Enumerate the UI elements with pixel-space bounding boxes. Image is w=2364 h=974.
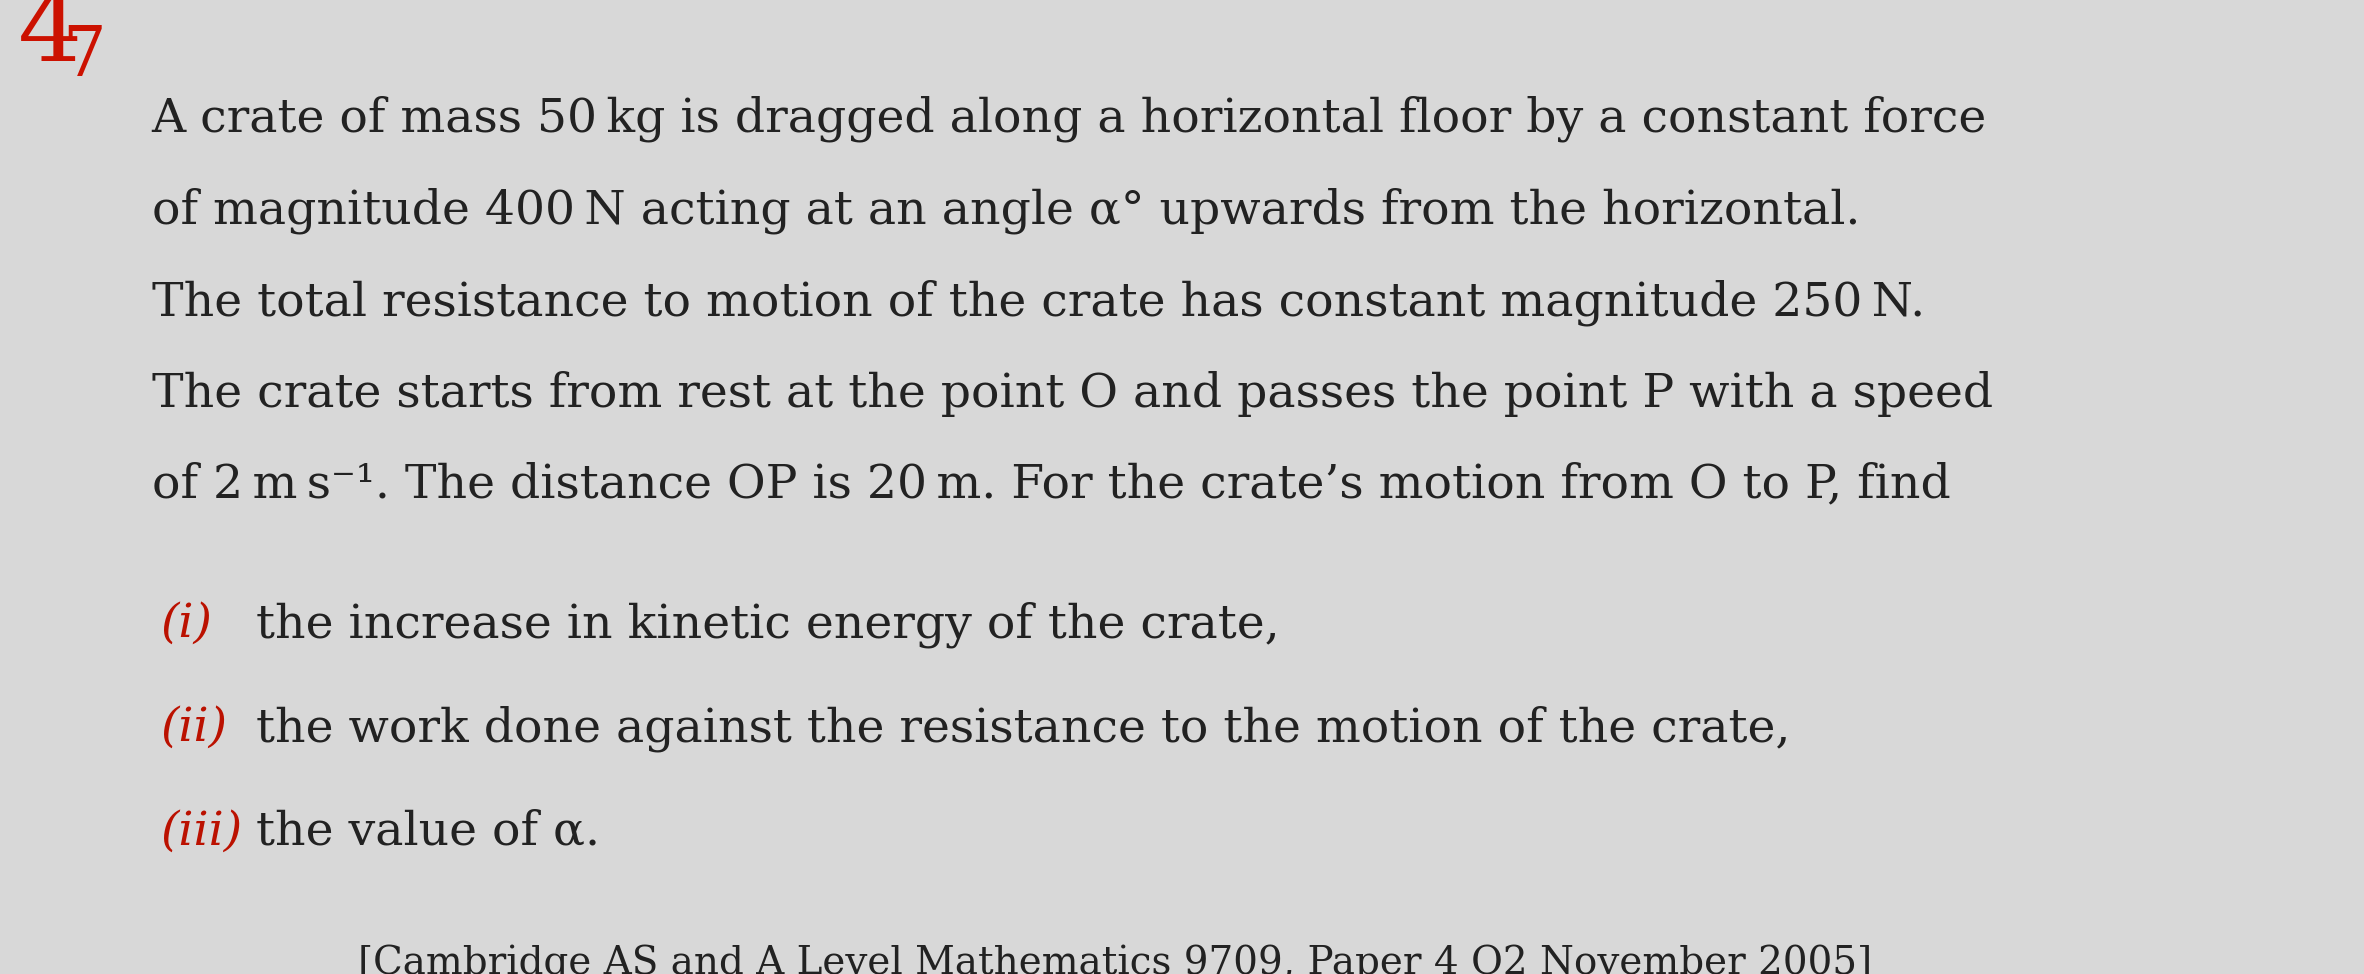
Text: (ii): (ii) [161,705,227,751]
Text: The total resistance to motion of the crate has constant magnitude 250 N.: The total resistance to motion of the cr… [151,279,1924,325]
Text: (i): (i) [161,602,213,647]
Text: the value of α.: the value of α. [258,809,600,854]
Text: of 2 m s⁻¹. The distance OP is 20 m. For the crate’s motion from O to P, find: of 2 m s⁻¹. The distance OP is 20 m. For… [151,463,1950,507]
Text: A crate of mass 50 kg is dragged along a horizontal floor by a constant force: A crate of mass 50 kg is dragged along a… [151,95,1986,142]
Text: 4: 4 [19,0,83,82]
Text: 7: 7 [61,24,106,91]
Text: the work done against the resistance to the motion of the crate,: the work done against the resistance to … [258,705,1792,752]
Text: (iii): (iii) [161,809,243,854]
Text: The crate starts from rest at the point O and passes the point P with a speed: The crate starts from rest at the point … [151,371,1993,417]
Text: [Cambridge AS and A Level Mathematics 9709, Paper 4 Q2 November 2005]: [Cambridge AS and A Level Mathematics 97… [357,945,1872,974]
Text: of magnitude 400 N acting at an angle α° upwards from the horizontal.: of magnitude 400 N acting at an angle α°… [151,187,1860,234]
Text: the increase in kinetic energy of the crate,: the increase in kinetic energy of the cr… [258,602,1281,649]
